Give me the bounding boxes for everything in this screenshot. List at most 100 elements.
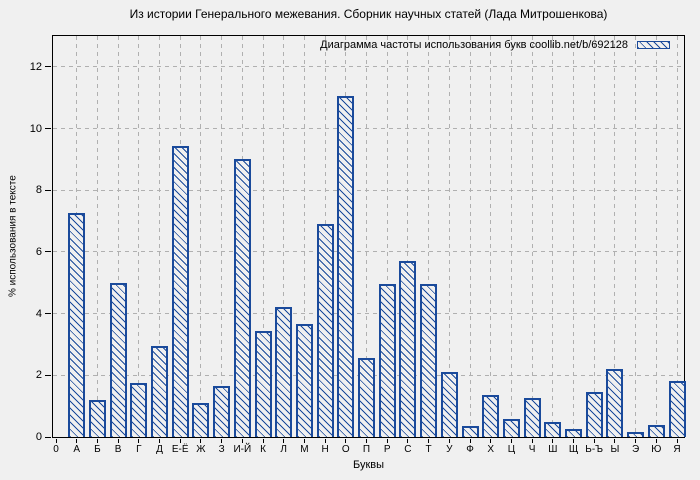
x-tick-mark [428,439,430,443]
x-tick-mark [76,439,78,443]
x-tick-label: Н [321,444,329,455]
x-tick-mark [490,439,492,443]
x-tick-label: З [218,444,225,455]
x-tick-mark [614,439,616,443]
gridline-vertical [614,36,616,437]
y-tick-mark [45,128,51,130]
gridline-vertical [593,36,595,437]
bar-Е-Ё [171,145,189,437]
x-tick-label: Е-Ё [171,444,189,455]
bar-З [213,386,231,437]
bar-Л [275,307,293,437]
x-tick-mark [407,439,409,443]
bar-Н [316,224,334,437]
y-tick-label: 12 [29,60,42,73]
gridline-vertical [303,36,305,437]
x-tick-mark [593,439,595,443]
x-tick-mark [179,439,181,443]
gridline-vertical [262,36,264,437]
bar-Р [378,284,396,437]
bar-Щ [565,429,582,437]
gridline-horizontal [53,66,684,68]
gridline-vertical [117,36,119,437]
gridline-vertical [283,36,285,437]
x-tick-mark [303,439,305,443]
bar-Ц [502,418,520,437]
y-tick-mark [45,436,51,438]
x-tick-label: С [404,444,412,455]
x-tick-label: Ж [196,444,206,455]
x-tick-label: Д [156,444,163,455]
legend-label: Диаграмма частоты использования букв coo… [320,39,628,51]
bar-П [358,358,375,437]
x-tick-label: К [260,444,266,455]
y-tick-mark [45,251,51,253]
x-tick-mark [241,439,243,443]
bar-Д [151,346,168,437]
x-tick-label: Ц [507,444,516,455]
x-tick-label: Г [136,444,142,455]
bar-Т [420,284,438,437]
x-tick-mark [469,439,471,443]
x-tick-label: Л [280,444,287,455]
y-tick-label: 4 [35,307,42,320]
gridline-vertical [531,36,533,437]
x-tick-mark [283,439,285,443]
x-tick-label: Ф [466,444,474,455]
gridline-vertical [221,36,223,437]
x-tick-label: Б [94,444,101,455]
x-tick-label: Х [487,444,495,455]
x-tick-mark [200,439,202,443]
x-tick-mark [676,439,678,443]
x-tick-label: Щ [568,444,579,455]
y-tick-label: 10 [29,122,42,135]
x-tick-label: М [300,444,309,455]
x-tick-label: 0 [53,444,59,455]
x-tick-label: Э [632,444,640,455]
gridline-vertical [200,36,202,437]
bar-К [254,330,272,437]
x-tick-mark [655,439,657,443]
bar-Г [130,383,148,437]
x-tick-label: Ы [610,444,620,455]
x-tick-mark [221,439,223,443]
gridline-vertical [510,36,512,437]
x-tick-mark [366,439,367,443]
gridline-horizontal [53,189,684,191]
bar-О [337,96,355,437]
x-tick-label: А [73,444,81,455]
x-tick-mark [324,439,326,443]
x-tick-label: Ч [528,444,536,455]
gridline-vertical [655,36,657,437]
x-tick-mark [635,439,637,443]
x-tick-mark [531,439,533,443]
bar-Ь-Ъ [585,392,603,437]
bar-И-Й [233,159,251,437]
x-tick-label: П [362,444,371,455]
y-tick-mark [45,374,51,376]
x-tick-mark [159,439,160,443]
bar-Б [88,400,106,437]
gridline-vertical [676,36,678,437]
y-tick-mark [45,66,51,68]
gridline-vertical [552,36,554,437]
gridline-vertical [635,36,637,437]
gridline-horizontal [53,313,684,315]
gridline-vertical [159,36,160,437]
x-tick-mark [55,439,57,443]
bar-С [399,261,417,437]
bar-У [440,372,458,437]
x-tick-mark [552,439,554,443]
gridline-vertical [573,36,574,437]
x-tick-mark [573,439,574,443]
gridline-vertical [366,36,367,437]
x-tick-mark [510,439,512,443]
x-tick-label: У [446,444,453,455]
x-tick-mark [96,439,98,443]
bar-Ш [544,421,562,437]
bar-Ю [647,424,665,437]
chart-title: Из истории Генерального межевания. Сборн… [129,7,608,21]
y-tick-label: 0 [35,431,42,443]
gridline-horizontal [53,251,684,253]
x-tick-label: Р [383,444,391,455]
